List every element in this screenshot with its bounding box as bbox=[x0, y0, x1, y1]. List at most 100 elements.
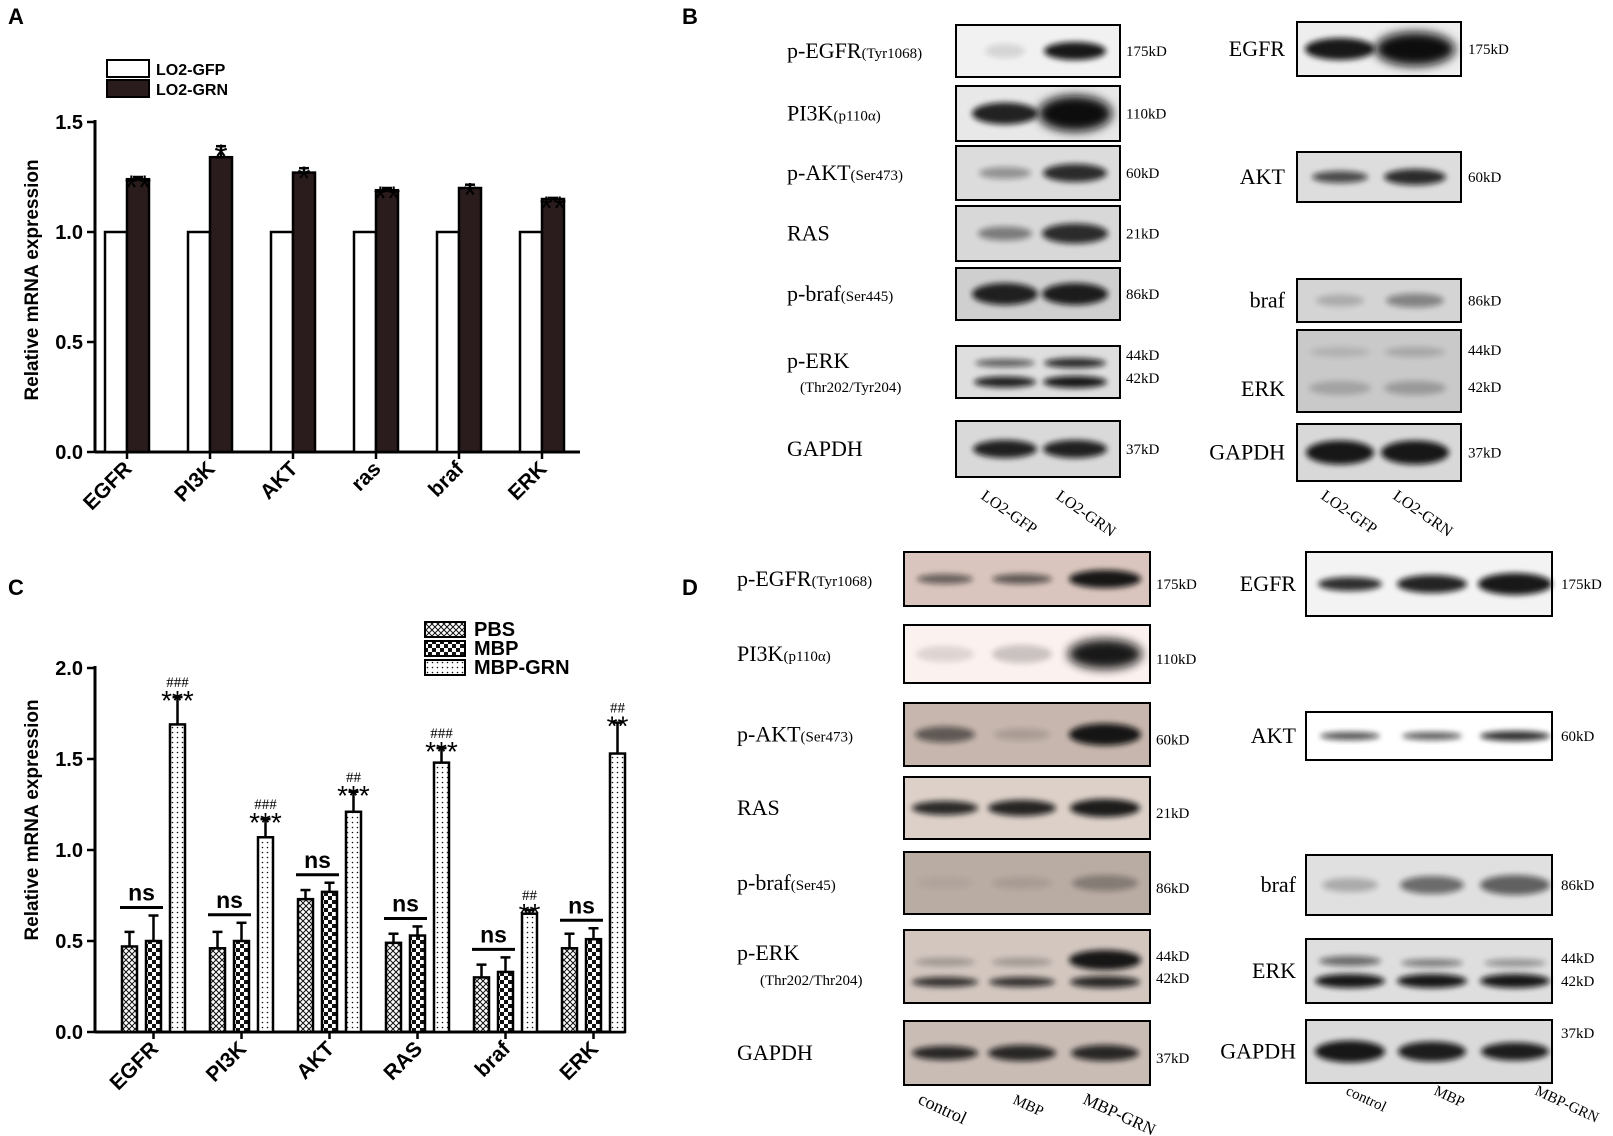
band bbox=[1397, 575, 1467, 593]
molecular-weight-label: 175kD bbox=[1126, 44, 1167, 60]
band bbox=[1401, 959, 1463, 967]
band bbox=[1384, 169, 1446, 185]
blot-label-egfr: EGFR bbox=[1229, 36, 1286, 61]
x-tick-label: PI3K bbox=[202, 1037, 251, 1086]
legend-label-mbp-grn: MBP-GRN bbox=[474, 657, 570, 679]
lane-label: LO2-GFP bbox=[1318, 487, 1380, 538]
blot-label-akt: AKT bbox=[1240, 164, 1286, 189]
significance-label: ** bbox=[519, 898, 541, 929]
x-tick-label: braf bbox=[471, 1037, 516, 1082]
bar-lo2-gfp-erk bbox=[518, 230, 544, 454]
bar-mbp-grn-ras bbox=[432, 761, 451, 1034]
molecular-weight-label: 44kD bbox=[1561, 951, 1595, 967]
band bbox=[1484, 959, 1546, 967]
band bbox=[1478, 573, 1552, 595]
ns-label: ns bbox=[480, 921, 507, 947]
band bbox=[988, 1045, 1056, 1061]
band bbox=[992, 645, 1052, 663]
molecular-weight-label: 60kD bbox=[1156, 733, 1190, 749]
molecular-weight-label: 42kD bbox=[1468, 380, 1502, 396]
band bbox=[1384, 381, 1446, 395]
band bbox=[978, 226, 1032, 241]
bar-mbp-grn-erk bbox=[608, 752, 627, 1034]
band bbox=[1069, 723, 1141, 746]
blot-label-gapdh: GAPDH bbox=[1220, 1039, 1296, 1064]
bar-pbs-egfr bbox=[120, 945, 139, 1034]
blot-d-left-p-erk bbox=[903, 929, 1151, 1004]
ns-label: ns bbox=[128, 880, 155, 906]
significance-label: ** bbox=[125, 169, 151, 207]
band bbox=[917, 877, 973, 889]
bar-lo2-grn-pi3k bbox=[208, 155, 234, 454]
band bbox=[1398, 1041, 1466, 1062]
band bbox=[1072, 875, 1138, 891]
significance-label: ** bbox=[540, 190, 566, 228]
blot-b-left-p-braf bbox=[955, 267, 1121, 321]
band bbox=[992, 958, 1052, 966]
bar-mbp-akt bbox=[320, 890, 339, 1034]
legend-label-pbs: PBS bbox=[474, 619, 515, 641]
hash-label: ## bbox=[610, 701, 626, 717]
band bbox=[1310, 347, 1370, 357]
band bbox=[1070, 799, 1140, 817]
chart-c-ylabel: Relative mRNA expression bbox=[22, 699, 43, 940]
blot-label-gapdh: GAPDH bbox=[1209, 440, 1285, 465]
x-tick-label: ERK bbox=[504, 457, 552, 505]
molecular-weight-label: 86kD bbox=[1561, 878, 1595, 894]
blot-b-left-gapdh bbox=[955, 420, 1121, 478]
molecular-weight-label: 175kD bbox=[1468, 42, 1509, 58]
blot-label-erk: ERK bbox=[1241, 376, 1285, 401]
x-tick-label: EGFR bbox=[106, 1037, 164, 1095]
bar-mbp-grn-pi3k bbox=[256, 836, 275, 1034]
band bbox=[1322, 878, 1378, 892]
x-tick-label: AKT bbox=[292, 1037, 339, 1084]
band bbox=[1480, 974, 1550, 988]
lane-label: control bbox=[1343, 1083, 1388, 1115]
legend-label-mbp: MBP bbox=[474, 638, 518, 660]
significance-label: * bbox=[463, 177, 476, 215]
bar-mbp-egfr bbox=[144, 939, 163, 1034]
bar-lo2-grn-ras bbox=[374, 188, 400, 454]
y-tick-label: 0.5 bbox=[55, 931, 83, 953]
band bbox=[1071, 1045, 1139, 1061]
bar-mbp-pi3k bbox=[232, 939, 251, 1034]
band bbox=[1315, 1040, 1385, 1063]
band bbox=[1309, 381, 1371, 395]
band bbox=[972, 102, 1038, 125]
band bbox=[1480, 731, 1550, 741]
band bbox=[1044, 358, 1106, 368]
bar-lo2-grn-egfr bbox=[125, 177, 151, 454]
significance-label: ** bbox=[374, 180, 400, 218]
molecular-weight-label: 42kD bbox=[1126, 371, 1160, 387]
significance-label: ** bbox=[607, 711, 629, 742]
y-tick-label: 1.5 bbox=[55, 749, 83, 771]
chart-c-legend: PBS MBP MBP-GRN bbox=[424, 619, 570, 679]
bar-pbs-braf bbox=[472, 976, 491, 1034]
bar-lo2-gfp-egfr bbox=[103, 230, 129, 454]
blot-label-ras: RAS bbox=[787, 221, 830, 246]
hash-label: ### bbox=[430, 726, 453, 742]
blot-b-left-ras bbox=[955, 205, 1121, 262]
legend-swatch-lo2-grn bbox=[106, 79, 150, 98]
significance-label: *** bbox=[161, 685, 194, 716]
blot-label-p-egfr: p-EGFR(Tyr1068) bbox=[787, 38, 922, 63]
chart-c: Relative mRNA expression PBS MBP MBP-GRN… bbox=[22, 619, 628, 1095]
western-blot-d: p-EGFR(Tyr1068) 175kD PI3K(p110α) 110kD p-AK… bbox=[737, 551, 1602, 1136]
molecular-weight-label: 37kD bbox=[1126, 442, 1160, 458]
band bbox=[1402, 732, 1462, 740]
significance-label: *** bbox=[249, 807, 282, 838]
molecular-weight-label: 60kD bbox=[1561, 729, 1595, 745]
bar-mbp-ras bbox=[408, 934, 427, 1034]
band bbox=[1481, 1042, 1549, 1061]
legend-swatch-mbp-grn bbox=[424, 659, 466, 676]
significance-label: *** bbox=[337, 780, 370, 811]
molecular-weight-label: 86kD bbox=[1126, 287, 1160, 303]
blot-label-braf: braf bbox=[1261, 872, 1297, 897]
blot-label-p-erk: p-ERK bbox=[787, 348, 849, 373]
bar-mbp-erk bbox=[584, 937, 603, 1034]
band bbox=[1042, 283, 1108, 305]
bar-lo2-grn-braf bbox=[457, 186, 483, 454]
bar-lo2-grn-erk bbox=[540, 197, 566, 454]
significance-label: * bbox=[214, 138, 227, 176]
